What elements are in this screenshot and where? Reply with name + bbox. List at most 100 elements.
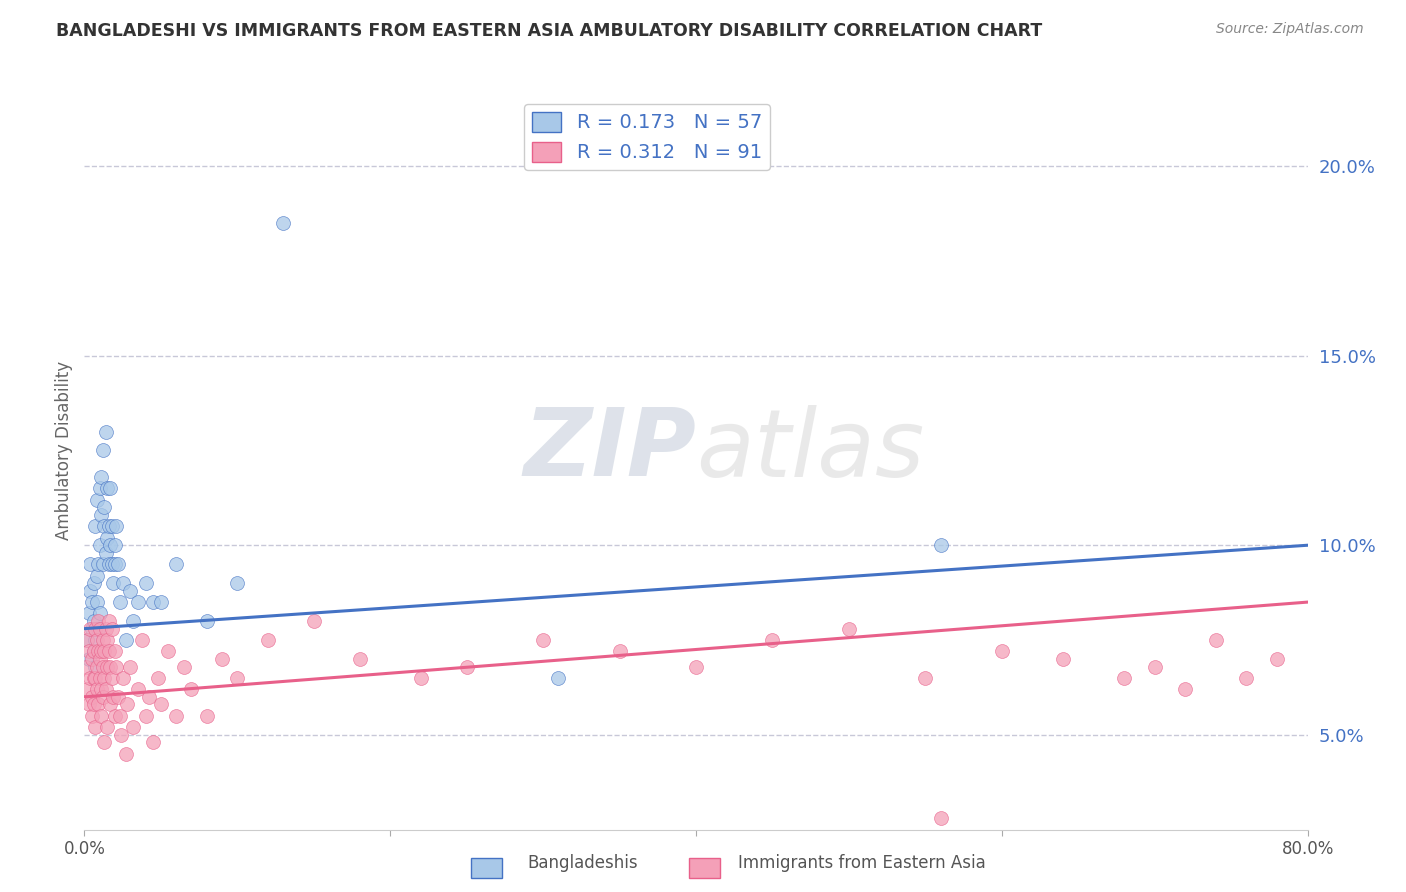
Point xyxy=(211,652,233,666)
Point xyxy=(195,614,218,628)
Point xyxy=(90,708,112,723)
Point xyxy=(91,690,114,704)
Point xyxy=(991,644,1014,658)
Point xyxy=(98,538,121,552)
Point xyxy=(76,633,98,648)
Point xyxy=(98,698,121,712)
Point xyxy=(103,576,125,591)
Point xyxy=(76,633,98,648)
Point xyxy=(84,633,107,648)
Text: Immigrants from Eastern Asia: Immigrants from Eastern Asia xyxy=(738,855,986,872)
Legend: R = 0.173   N = 57, R = 0.312   N = 91: R = 0.173 N = 57, R = 0.312 N = 91 xyxy=(524,103,770,170)
Point xyxy=(349,652,371,666)
Point xyxy=(83,614,105,628)
Point xyxy=(91,659,114,673)
Point xyxy=(90,470,112,484)
Point xyxy=(105,519,128,533)
Point xyxy=(87,622,110,636)
Point xyxy=(146,671,169,685)
Point xyxy=(914,671,936,685)
Point xyxy=(86,682,108,697)
Point xyxy=(87,644,110,658)
Point xyxy=(87,557,110,572)
Point xyxy=(138,690,160,704)
Point xyxy=(86,633,108,648)
Point xyxy=(114,747,136,761)
Point xyxy=(1052,652,1074,666)
Point xyxy=(89,671,111,685)
Point xyxy=(120,659,142,673)
Point xyxy=(98,659,121,673)
Point xyxy=(1205,633,1227,648)
Point xyxy=(142,595,165,609)
Point xyxy=(94,425,117,439)
Point xyxy=(84,622,107,636)
Point xyxy=(96,720,118,734)
Point xyxy=(89,652,111,666)
Point xyxy=(929,538,952,552)
Point xyxy=(120,583,142,598)
Point xyxy=(79,671,101,685)
Point xyxy=(89,538,111,552)
Point xyxy=(80,690,103,704)
Bar xyxy=(689,858,720,878)
Point xyxy=(271,216,294,230)
Point xyxy=(685,659,707,673)
Point xyxy=(86,492,108,507)
Text: Bangladeshis: Bangladeshis xyxy=(527,855,638,872)
Point xyxy=(135,708,157,723)
Point xyxy=(80,652,103,666)
Point xyxy=(94,682,117,697)
Point xyxy=(83,698,105,712)
Point xyxy=(93,644,115,658)
Point xyxy=(838,622,860,636)
Point xyxy=(89,482,111,496)
Point xyxy=(122,614,145,628)
Point xyxy=(86,659,108,673)
Point xyxy=(97,644,120,658)
Point xyxy=(77,698,100,712)
Point xyxy=(96,633,118,648)
Point xyxy=(142,735,165,749)
Point xyxy=(76,682,98,697)
Point xyxy=(91,443,114,458)
Point xyxy=(89,607,111,621)
Point xyxy=(104,557,127,572)
Point xyxy=(93,735,115,749)
Point xyxy=(165,557,187,572)
Point xyxy=(105,659,128,673)
Point xyxy=(83,576,105,591)
Point xyxy=(83,671,105,685)
Point xyxy=(79,557,101,572)
Point xyxy=(93,671,115,685)
Point xyxy=(97,614,120,628)
Point xyxy=(226,576,249,591)
Point xyxy=(111,671,134,685)
Point xyxy=(531,633,554,648)
Point xyxy=(302,614,325,628)
Point xyxy=(114,633,136,648)
Point xyxy=(107,557,129,572)
Point xyxy=(104,708,127,723)
Point xyxy=(173,659,195,673)
Point xyxy=(75,659,97,673)
Point xyxy=(1174,682,1197,697)
Point xyxy=(93,519,115,533)
Point xyxy=(80,622,103,636)
Point xyxy=(456,659,478,673)
Point xyxy=(80,595,103,609)
Point xyxy=(111,576,134,591)
Point xyxy=(87,698,110,712)
Point xyxy=(226,671,249,685)
Point xyxy=(83,644,105,658)
Point xyxy=(1236,671,1258,685)
Point xyxy=(1143,659,1166,673)
Text: atlas: atlas xyxy=(696,405,924,496)
Point xyxy=(84,720,107,734)
Point xyxy=(86,595,108,609)
Point xyxy=(101,519,124,533)
Point xyxy=(90,682,112,697)
Point xyxy=(1265,652,1288,666)
Point xyxy=(94,546,117,560)
Point xyxy=(84,659,107,673)
